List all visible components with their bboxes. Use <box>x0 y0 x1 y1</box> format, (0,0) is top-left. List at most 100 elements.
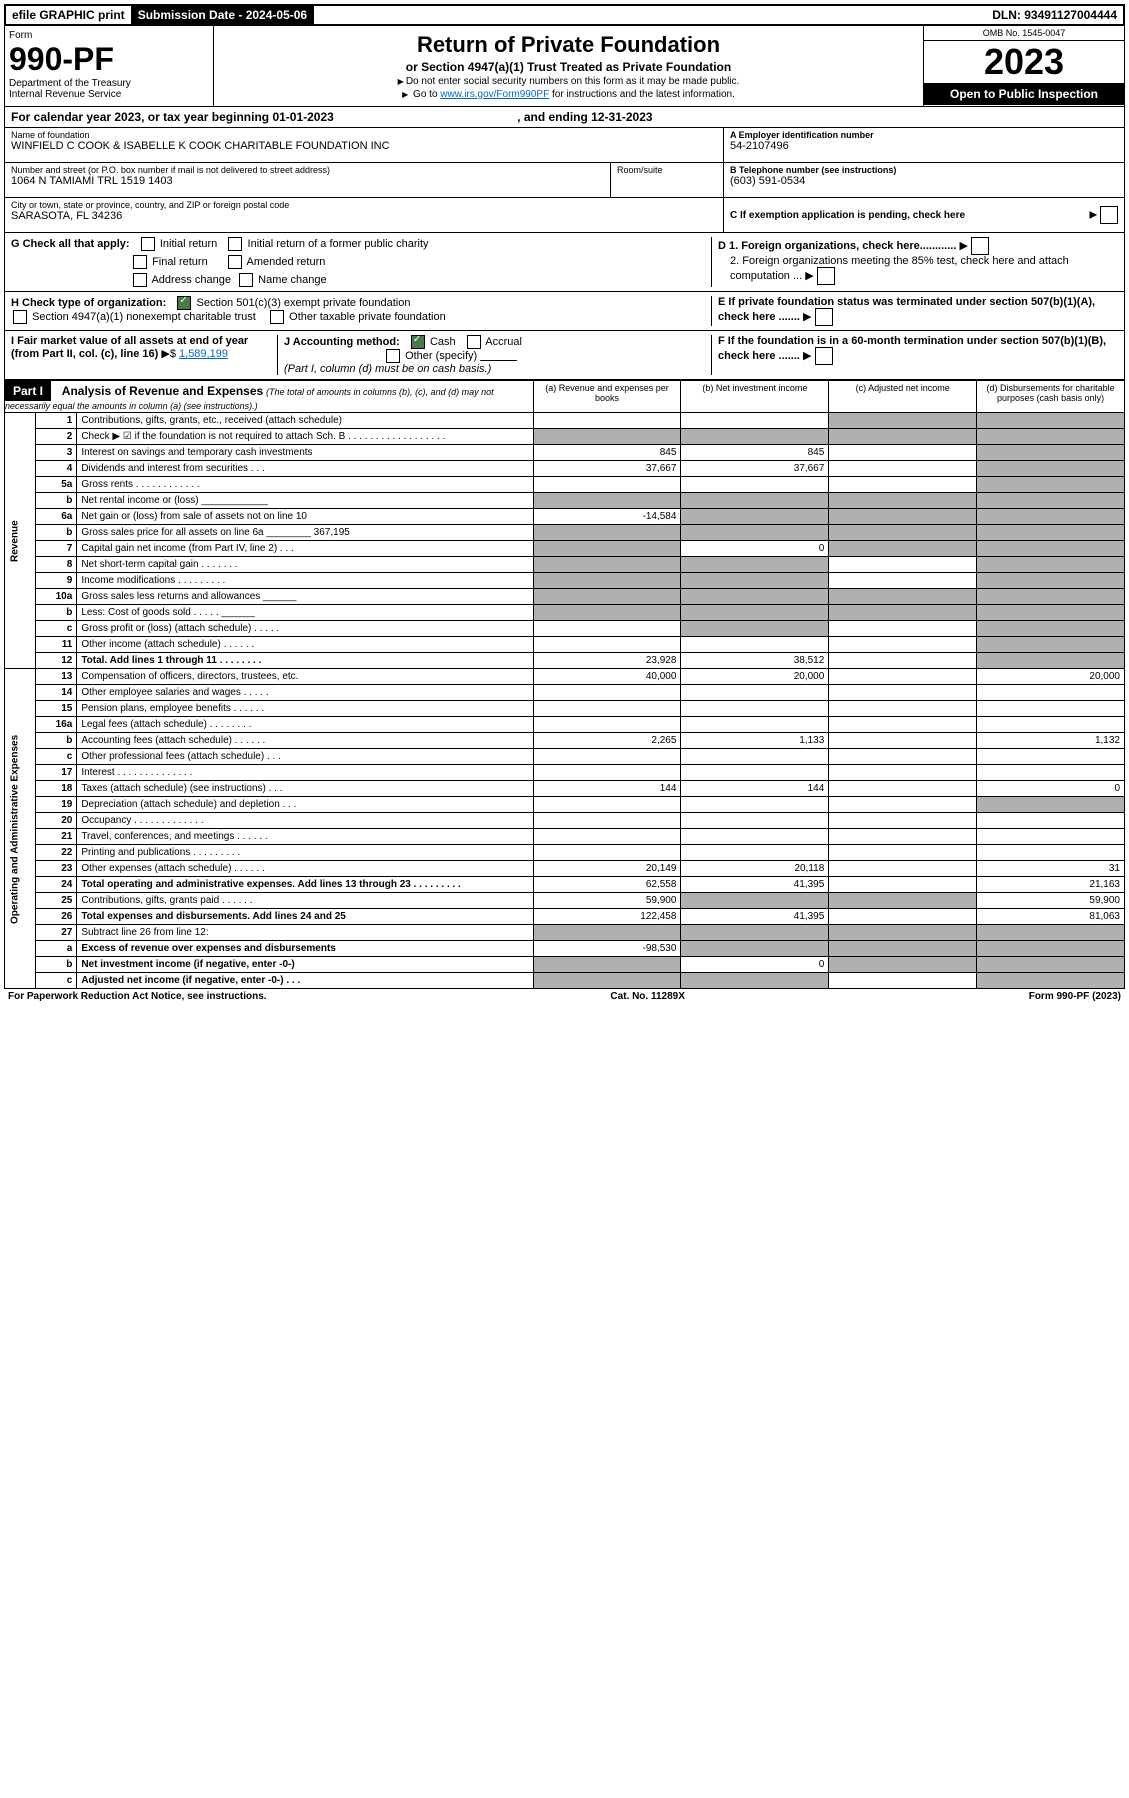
row-description: Interest on savings and temporary cash i… <box>77 445 533 461</box>
cell-d <box>977 477 1125 493</box>
d2-row: 2. Foreign organizations meeting the 85%… <box>730 255 1118 285</box>
table-row: 26Total expenses and disbursements. Add … <box>5 909 1125 925</box>
final-return-checkbox[interactable] <box>133 255 147 269</box>
row-number: 20 <box>35 813 76 829</box>
cell-d <box>977 797 1125 813</box>
initial-former-checkbox[interactable] <box>228 237 242 251</box>
cell-d <box>977 717 1125 733</box>
cell-a <box>533 429 681 445</box>
cell-b <box>681 509 829 525</box>
row-number: b <box>35 733 76 749</box>
cell-b: 20,000 <box>681 669 829 685</box>
cell-a: 144 <box>533 781 681 797</box>
fmv-value[interactable]: 1,589,199 <box>179 348 228 360</box>
cell-b <box>681 493 829 509</box>
form-link[interactable]: www.irs.gov/Form990PF <box>440 89 549 100</box>
expenses-side-label: Operating and Administrative Expenses <box>5 669 36 989</box>
table-row: 15Pension plans, employee benefits . . .… <box>5 701 1125 717</box>
cell-a: 37,667 <box>533 461 681 477</box>
cell-c <box>829 557 977 573</box>
cell-c <box>829 493 977 509</box>
row-description: Compensation of officers, directors, tru… <box>77 669 533 685</box>
cell-a: 845 <box>533 445 681 461</box>
table-row: 5aGross rents . . . . . . . . . . . . <box>5 477 1125 493</box>
d1-checkbox[interactable] <box>971 237 989 255</box>
foundation-info: Name of foundation WINFIELD C COOK & ISA… <box>4 128 1125 233</box>
row-description: Accounting fees (attach schedule) . . . … <box>77 733 533 749</box>
table-row: cOther professional fees (attach schedul… <box>5 749 1125 765</box>
cell-b <box>681 605 829 621</box>
row-number: 11 <box>35 637 76 653</box>
cell-c <box>829 653 977 669</box>
cell-b <box>681 845 829 861</box>
cell-a: 20,149 <box>533 861 681 877</box>
initial-return-checkbox[interactable] <box>141 237 155 251</box>
e-checkbox[interactable] <box>815 308 833 326</box>
cell-c <box>829 509 977 525</box>
form-label: Form <box>9 30 209 41</box>
cell-a: 2,265 <box>533 733 681 749</box>
table-row: bAccounting fees (attach schedule) . . .… <box>5 733 1125 749</box>
row-description: Gross profit or (loss) (attach schedule)… <box>77 621 533 637</box>
cell-d: 31 <box>977 861 1125 877</box>
table-row: 19Depreciation (attach schedule) and dep… <box>5 797 1125 813</box>
top-bar: efile GRAPHIC print Submission Date - 20… <box>4 4 1125 26</box>
row-description: Other professional fees (attach schedule… <box>77 749 533 765</box>
other-taxable-checkbox[interactable] <box>270 310 284 324</box>
table-row: bLess: Cost of goods sold . . . . . ____… <box>5 605 1125 621</box>
table-row: 17Interest . . . . . . . . . . . . . . <box>5 765 1125 781</box>
exemption-checkbox[interactable] <box>1100 206 1118 224</box>
row-description: Taxes (attach schedule) (see instruction… <box>77 781 533 797</box>
cell-a <box>533 973 681 989</box>
cell-d <box>977 845 1125 861</box>
row-number: 22 <box>35 845 76 861</box>
cell-a <box>533 493 681 509</box>
row-number: 25 <box>35 893 76 909</box>
cell-d <box>977 749 1125 765</box>
row-number: 14 <box>35 685 76 701</box>
cell-b: 41,395 <box>681 909 829 925</box>
cell-b <box>681 621 829 637</box>
table-row: 18Taxes (attach schedule) (see instructi… <box>5 781 1125 797</box>
form-subtitle: or Section 4947(a)(1) Trust Treated as P… <box>222 60 915 74</box>
table-row: 27Subtract line 26 from line 12: <box>5 925 1125 941</box>
cell-a <box>533 413 681 429</box>
efile-label[interactable]: efile GRAPHIC print <box>6 6 132 24</box>
table-row: 21Travel, conferences, and meetings . . … <box>5 829 1125 845</box>
cell-a <box>533 829 681 845</box>
cell-c <box>829 621 977 637</box>
row-number: c <box>35 621 76 637</box>
cell-d <box>977 605 1125 621</box>
row-number: 13 <box>35 669 76 685</box>
row-number: 26 <box>35 909 76 925</box>
name-change-checkbox[interactable] <box>239 273 253 287</box>
cell-c <box>829 461 977 477</box>
accrual-checkbox[interactable] <box>467 335 481 349</box>
cell-b <box>681 429 829 445</box>
phone-value: (603) 591-0534 <box>730 175 1118 187</box>
cell-a <box>533 605 681 621</box>
cash-checkbox[interactable] <box>411 335 425 349</box>
table-row: aExcess of revenue over expenses and dis… <box>5 941 1125 957</box>
other-method-checkbox[interactable] <box>386 349 400 363</box>
amended-return-checkbox[interactable] <box>228 255 242 269</box>
row-number: 24 <box>35 877 76 893</box>
address-change-checkbox[interactable] <box>133 273 147 287</box>
cell-a <box>533 637 681 653</box>
row-number: 21 <box>35 829 76 845</box>
cell-b <box>681 813 829 829</box>
4947-checkbox[interactable] <box>13 310 27 324</box>
table-row: Operating and Administrative Expenses13C… <box>5 669 1125 685</box>
row-description: Depreciation (attach schedule) and deple… <box>77 797 533 813</box>
d2-checkbox[interactable] <box>817 267 835 285</box>
cell-c <box>829 605 977 621</box>
row-description: Income modifications . . . . . . . . . <box>77 573 533 589</box>
cell-c <box>829 781 977 797</box>
cell-d <box>977 957 1125 973</box>
cell-b <box>681 701 829 717</box>
501c3-checkbox[interactable] <box>177 296 191 310</box>
exemption-cell: C If exemption application is pending, c… <box>724 198 1124 233</box>
inspection-label: Open to Public Inspection <box>924 83 1124 105</box>
cell-d <box>977 525 1125 541</box>
f-checkbox[interactable] <box>815 347 833 365</box>
